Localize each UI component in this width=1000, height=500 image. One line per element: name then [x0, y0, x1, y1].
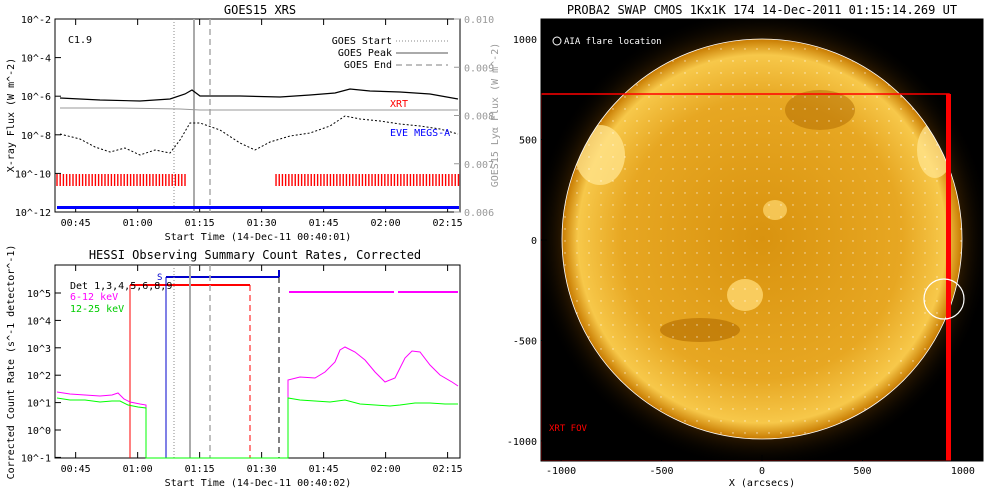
hessi-title: HESSI Observing Summary Count Rates, Cor… [89, 248, 421, 262]
hessi-legend-detectors: Det 1,3,4,5,6,8,9 [70, 281, 172, 292]
hessi-12-25-kev-curve [56, 397, 458, 459]
swap-panel: PROBA2 SWAP CMOS 1Kx1K 174 14-Dec-2011 0… [507, 3, 984, 489]
hessi-flag-label: S [157, 273, 162, 283]
hessi-y-label: Corrected Count Rate (s^-1 detector^-1) [6, 245, 17, 480]
hessi-y-tick-label: 10^0 [27, 426, 51, 437]
hessi-x-label: Start Time (14-Dec-11 00:40:02) [165, 478, 352, 489]
eve-coverage-bar [57, 206, 459, 209]
goes-legend-start: GOES Start [332, 36, 392, 47]
goes-y-tick-label: 10^-4 [21, 54, 51, 65]
goes-panel: GOES15 XRS 10^-210^-410^-610^-810^-1010^… [6, 3, 501, 243]
swap-y-tick-label: 500 [519, 136, 537, 147]
goes-x-tick-label: 02:15 [433, 218, 463, 229]
hessi-legend-12-25: 12-25 keV [70, 304, 124, 315]
goes-left-axis-ticks: 10^-2 10^-4 10^-6 10^-8 10^-10 10^-12 [15, 15, 61, 219]
hessi-x-axis-ticks: 00:45 01:00 01:15 01:30 01:45 02:00 02:15 [61, 265, 463, 475]
hessi-legend-6-12: 6-12 keV [70, 292, 118, 303]
goes-right-tick-label: 0.009 [464, 63, 494, 74]
swap-x-tick-label: -1000 [546, 466, 576, 477]
sun-limb [561, 38, 963, 440]
swap-title: PROBA2 SWAP CMOS 1Kx1K 174 14-Dec-2011 0… [567, 3, 957, 17]
swap-x-label: X (arcsecs) [729, 478, 795, 489]
hessi-y-tick-label: 10^2 [27, 371, 51, 382]
xrt-fov-edge [946, 94, 951, 461]
goes-xrt-label: XRT [390, 99, 408, 110]
goes-eve-label: EVE MEGS-A [390, 128, 450, 139]
goes-x-tick-label: 00:45 [61, 218, 91, 229]
hessi-x-tick-label: 02:00 [371, 464, 401, 475]
swap-legend-flare: AIA flare location [564, 37, 662, 47]
goes-x-tick-label: 01:00 [123, 218, 153, 229]
goes-y-tick-label: 10^-6 [21, 92, 51, 103]
hessi-x-tick-label: 01:30 [247, 464, 277, 475]
goes-y-tick-label: 10^-2 [21, 15, 51, 26]
goes-right-tick-label: 0.008 [464, 112, 494, 123]
swap-x-tick-label: 500 [853, 466, 871, 477]
goes-short-channel-curve [59, 115, 459, 156]
swap-x-tick-label: 0 [759, 466, 765, 477]
goes-y-tick-label: 10^-12 [15, 208, 51, 219]
swap-y-tick-label: 0 [531, 236, 537, 247]
swap-y-axis-ticks: 1000 500 0 -500 -1000 [507, 35, 547, 448]
swap-x-tick-label: -500 [649, 466, 673, 477]
goes-y-tick-label: 10^-8 [21, 131, 51, 142]
goes-y-tick-label: 10^-10 [15, 169, 51, 180]
legend-circle-icon [552, 36, 562, 46]
goes-legend-end: GOES End [344, 60, 392, 71]
goes-right-tick-label: 0.006 [464, 208, 494, 219]
hessi-x-tick-label: 01:45 [309, 464, 339, 475]
goes-x-tick-label: 01:30 [247, 218, 277, 229]
aia-flare-location-marker [923, 278, 965, 320]
hessi-y-tick-label: 10^5 [27, 289, 51, 300]
goes-x-label: Start Time (14-Dec-11 00:40:01) [165, 232, 352, 243]
hessi-y-tick-label: 10^1 [27, 399, 51, 410]
hessi-left-axis-ticks: 10^5 10^4 10^3 10^2 10^1 10^0 10^-1 [21, 289, 61, 464]
goes-legend-peak: GOES Peak [338, 48, 392, 59]
hessi-x-tick-label: 01:00 [123, 464, 153, 475]
swap-y-tick-label: -500 [513, 336, 537, 347]
swap-x-axis-ticks: -1000 -500 0 500 1000 [546, 455, 975, 477]
goes-right-tick-label: 0.007 [464, 160, 494, 171]
goes-right-axis-ticks: 0.010 0.009 0.008 0.007 0.006 [454, 15, 494, 219]
goes-y-label: X-ray Flux (W m^-2) [6, 58, 17, 172]
xrt-fov-label: XRT FOV [549, 424, 588, 434]
goes-lya-curve [60, 107, 458, 111]
hessi-x-tick-label: 00:45 [61, 464, 91, 475]
hessi-panel: HESSI Observing Summary Count Rates, Cor… [6, 245, 463, 489]
goes-title: GOES15 XRS [224, 3, 296, 17]
hessi-y-tick-label: 10^4 [27, 316, 51, 327]
hessi-x-tick-label: 02:15 [433, 464, 463, 475]
goes-long-channel-curve [59, 88, 459, 102]
goes-legend: GOES Start GOES Peak GOES End [332, 36, 448, 71]
hessi-x-tick-label: 01:15 [185, 464, 215, 475]
hessi-6-12-kev-curve [56, 346, 459, 459]
hessi-y-tick-label: 10^-1 [21, 453, 51, 464]
xrt-coverage-ticks [56, 174, 460, 186]
sun-features [562, 39, 962, 439]
swap-y-tick-label: -1000 [507, 437, 537, 448]
swap-x-tick-label: 1000 [951, 466, 975, 477]
goes-plot-frame [54, 18, 461, 213]
goes-y-label-right: GOES15 Lyα Flux (W m^-2) [490, 43, 501, 188]
goes-x-tick-label: 01:45 [309, 218, 339, 229]
goes-x-tick-label: 02:00 [371, 218, 401, 229]
goes-x-tick-label: 01:15 [185, 218, 215, 229]
goes-x-axis-ticks: 00:45 01:00 01:15 01:30 01:45 02:00 02:15 [61, 19, 463, 229]
lat-lon-grid [562, 39, 962, 439]
goes-annotation: C1.9 [68, 35, 92, 46]
hessi-y-tick-label: 10^3 [27, 344, 51, 355]
swap-y-tick-label: 1000 [513, 35, 537, 46]
goes-right-tick-label: 0.010 [464, 15, 494, 26]
